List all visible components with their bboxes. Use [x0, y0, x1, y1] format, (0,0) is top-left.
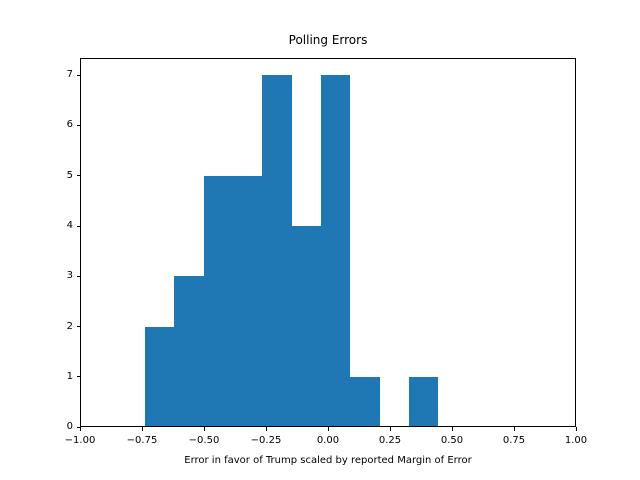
x-tick-label: 0.50: [440, 435, 464, 447]
histogram-bar: [203, 175, 233, 428]
y-tick-label: 5: [66, 169, 73, 181]
x-tick-label: 1.00: [564, 435, 588, 447]
x-tick-label: 0.00: [316, 435, 340, 447]
x-tick-mark: [513, 427, 515, 431]
x-tick-label: 0.25: [378, 435, 402, 447]
y-tick-label: 0: [66, 421, 73, 433]
histogram-bar: [262, 75, 292, 428]
y-tick-mark: [76, 74, 80, 76]
x-tick-label: −0.50: [188, 435, 220, 447]
x-tick-mark: [327, 427, 329, 431]
x-tick-mark: [79, 427, 81, 431]
x-tick-mark: [451, 427, 453, 431]
x-tick-mark: [265, 427, 267, 431]
y-tick-mark: [76, 225, 80, 227]
y-tick-mark: [76, 124, 80, 126]
histogram-bar: [144, 326, 175, 428]
y-tick-mark: [76, 426, 80, 428]
histogram-bar: [321, 75, 351, 428]
x-tick-mark: [575, 427, 577, 431]
y-tick-mark: [76, 376, 80, 378]
histogram-bar: [174, 276, 204, 428]
y-tick-mark: [76, 175, 80, 177]
x-tick-label: −0.75: [126, 435, 158, 447]
histogram-bar: [350, 376, 380, 428]
y-tick-label: 3: [66, 270, 73, 282]
x-tick-mark: [141, 427, 143, 431]
histogram-bar: [409, 376, 439, 428]
y-tick-mark: [76, 326, 80, 328]
y-tick-label: 1: [66, 370, 73, 382]
x-tick-mark: [203, 427, 205, 431]
y-tick-label: 7: [66, 69, 73, 81]
histogram-bar: [291, 226, 322, 428]
x-tick-mark: [389, 427, 391, 431]
x-tick-label: 0.75: [502, 435, 526, 447]
y-tick-mark: [76, 275, 80, 277]
x-tick-label: −0.25: [250, 435, 282, 447]
y-tick-label: 4: [66, 220, 73, 231]
x-tick-label: −1.00: [64, 435, 96, 447]
y-tick-label: 2: [66, 320, 73, 332]
y-tick-label: 6: [66, 119, 73, 131]
x-axis-label: Error in favor of Trump scaled by report…: [184, 455, 472, 466]
chart-title: Polling Errors: [288, 33, 368, 47]
histogram-bar: [233, 175, 263, 428]
